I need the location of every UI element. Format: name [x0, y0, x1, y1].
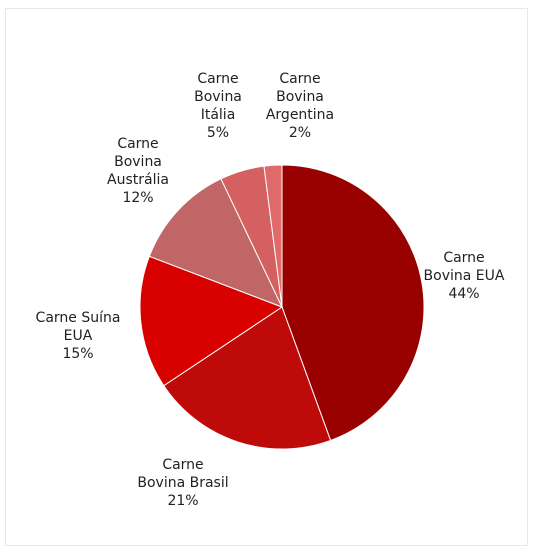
slice-percent-label: 2% — [289, 125, 311, 141]
pie-slice — [163, 306, 332, 450]
slice-name-line: Carne Suína — [36, 310, 121, 326]
pie-labels: Carne Bovina EUA 44%Carne Bovina Brasil 21%C… — [36, 71, 505, 509]
slice-percent-label: 5% — [207, 125, 229, 141]
slice-label: Carne Bovina Brasil 21% — [137, 457, 228, 509]
pie-slices — [139, 164, 425, 450]
slice-label: Carne Bovina Austrália 12% — [107, 136, 169, 206]
slice-name-line: Austrália — [107, 172, 169, 188]
pie-slice — [263, 164, 283, 308]
slice-name-line: Carne — [279, 71, 320, 87]
slice-name-line: Itália — [201, 107, 236, 123]
slice-percent-label: 21% — [167, 493, 198, 509]
slice-name-line: Carne — [197, 71, 238, 87]
slice-name-line: Bovina EUA — [424, 268, 505, 284]
slice-label: Carne Suína EUA 15% — [36, 310, 121, 362]
slice-name-line: Bovina — [194, 89, 242, 105]
slice-percent-label: 44% — [448, 286, 479, 302]
slice-percent-label: 12% — [122, 190, 153, 206]
slice-name-line: Carne — [117, 136, 158, 152]
slice-name-line: Argentina — [266, 107, 334, 123]
pie-slice — [139, 255, 284, 387]
slice-name-line: EUA — [64, 328, 93, 344]
slice-name-line: Carne — [162, 457, 203, 473]
pie-slice — [281, 164, 425, 442]
pie-slice — [148, 178, 283, 308]
slice-name-line: Carne — [443, 250, 484, 266]
slice-name-line: Bovina — [276, 89, 324, 105]
slice-label: Carne Bovina EUA 44% — [424, 250, 505, 302]
slice-name-line: Bovina Brasil — [137, 475, 228, 491]
slice-label: Carne Bovina Argentina 2% — [266, 71, 334, 141]
slice-label: Carne Bovina Itália 5% — [194, 71, 242, 141]
slice-percent-label: 15% — [62, 346, 93, 362]
slice-name-line: Bovina — [114, 154, 162, 170]
